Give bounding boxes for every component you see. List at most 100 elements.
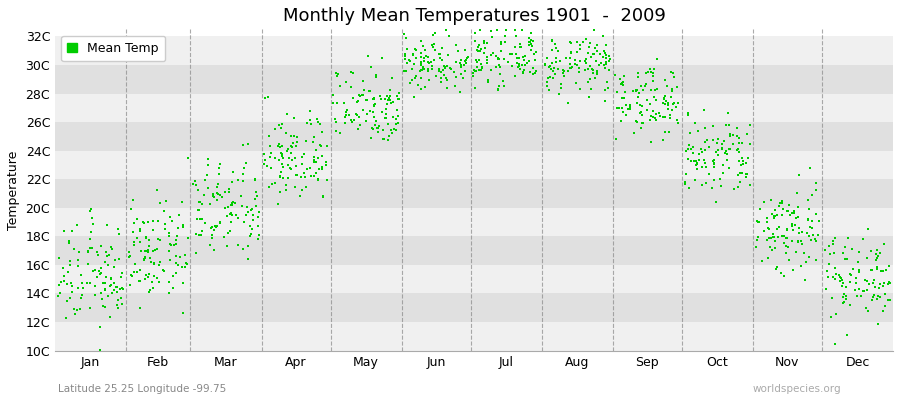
Point (272, 122, 286, 128)
Point (210, 190, 224, 196)
Point (90, 248, 104, 255)
Point (693, 146, 707, 152)
Point (416, 64, 430, 71)
Point (410, 46, 424, 53)
Point (612, 105, 626, 111)
Point (662, 129, 676, 135)
Point (698, 139, 712, 146)
Point (104, 276, 119, 283)
Point (132, 267, 147, 274)
Point (670, 120, 685, 126)
Point (650, 56, 664, 63)
Point (870, 255, 885, 261)
Point (405, 77, 419, 83)
Point (238, 160, 253, 166)
Point (572, 68, 587, 75)
Point (472, 66, 487, 73)
Point (780, 226, 795, 233)
Point (600, 85, 615, 92)
Point (413, 54, 428, 60)
Point (262, 184, 276, 190)
Point (438, 74, 453, 81)
Point (835, 282, 850, 289)
Point (384, 100, 399, 106)
Point (289, 172, 303, 178)
Point (413, 68, 428, 75)
Point (251, 208, 266, 215)
Point (548, 41, 562, 48)
Point (97, 287, 112, 294)
Point (552, 91, 566, 98)
Point (749, 244, 763, 250)
Point (750, 237, 764, 243)
Point (398, 51, 412, 58)
Point (699, 180, 714, 186)
Point (310, 177, 325, 184)
Point (659, 98, 673, 104)
Point (454, 56, 468, 63)
Point (610, 105, 625, 112)
Point (62, 262, 77, 269)
Point (246, 217, 260, 224)
Point (730, 184, 744, 190)
Point (421, 59, 436, 65)
Point (58, 228, 72, 234)
Point (169, 241, 184, 247)
Point (433, 54, 447, 61)
Point (798, 277, 813, 283)
Point (284, 157, 299, 163)
Point (670, 100, 685, 106)
Point (400, 60, 415, 66)
Point (284, 133, 298, 139)
Point (169, 259, 184, 266)
Point (473, 67, 488, 74)
Point (877, 241, 891, 247)
Point (209, 223, 223, 230)
Point (658, 93, 672, 99)
Point (81, 249, 95, 256)
Point (823, 251, 837, 257)
Point (619, 112, 634, 118)
Point (517, 67, 531, 73)
Point (391, 96, 405, 102)
Point (805, 192, 819, 198)
Point (586, 70, 600, 76)
Point (529, 68, 544, 75)
Point (418, 52, 433, 59)
Point (139, 272, 153, 279)
Point (551, 48, 565, 54)
Point (170, 233, 184, 240)
Point (787, 208, 801, 215)
Point (726, 140, 741, 147)
Point (697, 106, 711, 113)
Point (158, 208, 172, 214)
Point (367, 96, 382, 102)
Point (626, 129, 641, 136)
Point (526, 71, 541, 77)
Point (727, 186, 742, 192)
Point (733, 149, 747, 156)
Legend: Mean Temp: Mean Temp (61, 36, 166, 61)
Point (468, 57, 482, 63)
Point (107, 264, 122, 270)
Point (679, 148, 693, 154)
Point (715, 146, 729, 152)
Point (417, 66, 431, 72)
Title: Monthly Mean Temperatures 1901  -  2009: Monthly Mean Temperatures 1901 - 2009 (283, 7, 665, 25)
Point (189, 250, 203, 256)
Point (114, 285, 129, 291)
Point (867, 277, 881, 283)
Point (851, 249, 866, 256)
Point (446, 68, 461, 75)
Point (785, 210, 799, 216)
Point (789, 189, 804, 196)
Point (701, 144, 716, 150)
Point (295, 160, 310, 167)
Point (471, 48, 485, 54)
Point (525, 42, 539, 49)
Point (730, 125, 744, 131)
Point (153, 200, 167, 206)
Point (598, 61, 613, 68)
Point (869, 251, 884, 258)
Point (870, 253, 885, 260)
